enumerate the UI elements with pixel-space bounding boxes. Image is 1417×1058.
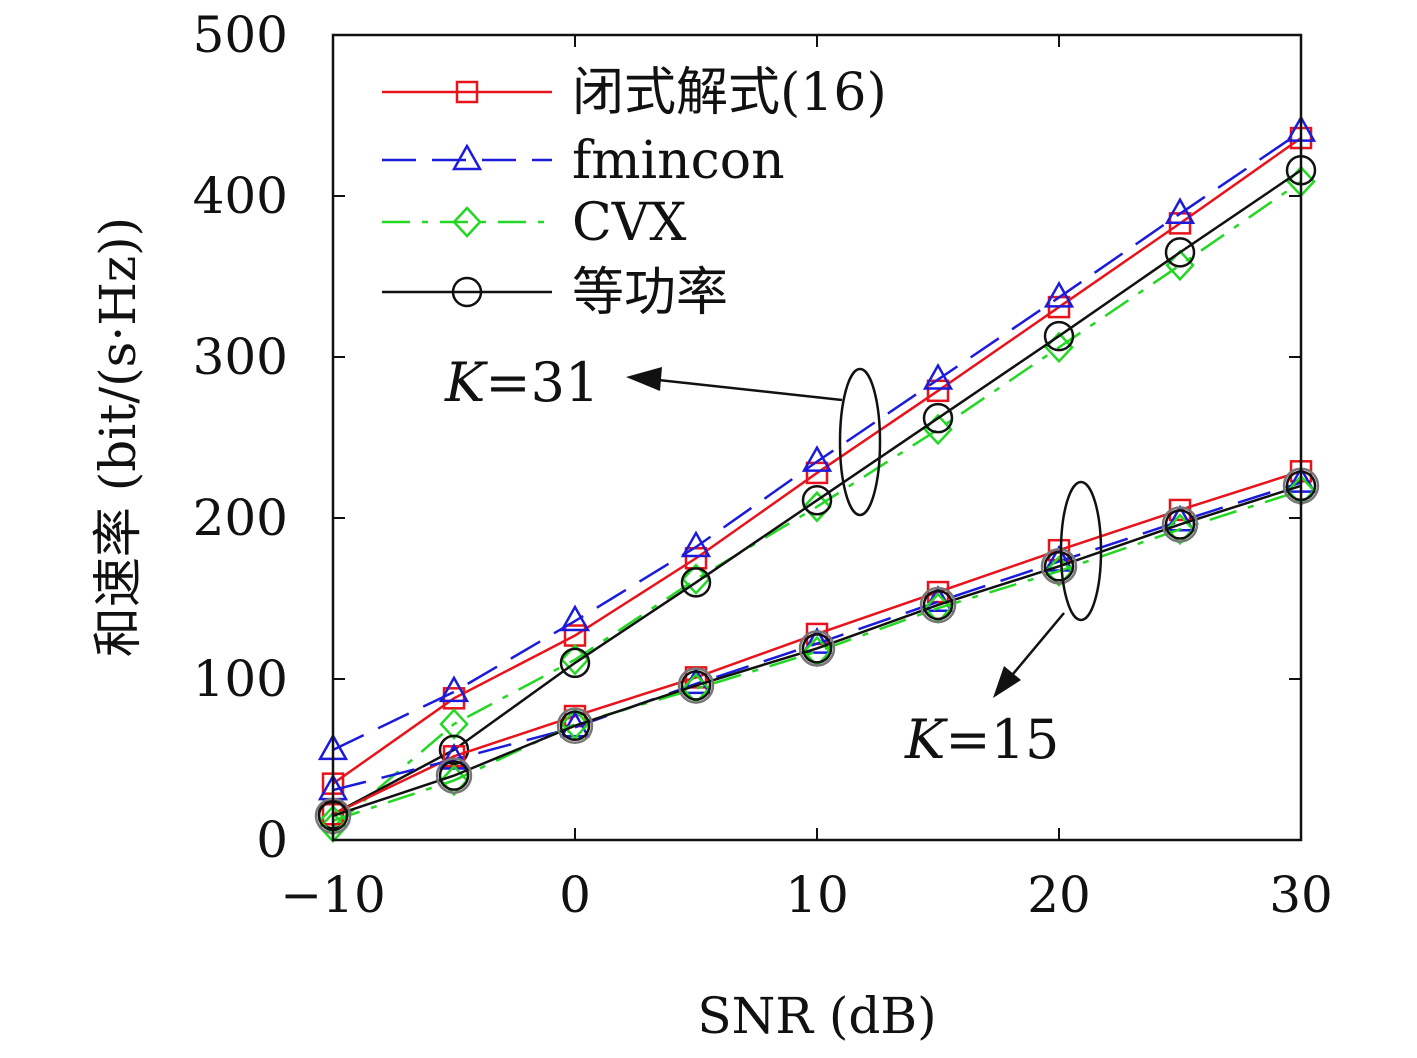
data-point [1044,555,1074,587]
data-point [438,742,470,770]
data-point [680,530,712,558]
data-point [1164,197,1196,224]
legend-marker [451,143,483,171]
data-point [560,643,590,676]
legend-item: fmincon [382,131,785,191]
data-point-halo [556,707,594,744]
data-point [1043,320,1075,352]
x-axis-label: SNR (dB) [697,987,936,1045]
data-point [922,589,954,621]
data-point [801,627,833,654]
data-point [438,675,470,703]
data-point [439,764,469,797]
data-point [922,402,954,434]
data-point [922,585,954,612]
data-point [680,670,712,701]
data-point [680,567,712,598]
series-line [332,489,1302,822]
data-point [801,633,833,664]
data-point [801,485,833,516]
legend-marker [455,80,479,104]
legend-label: 等功率 [572,263,728,323]
y-tick-label: 300 [193,328,288,386]
group-k31-label-var: K [444,351,488,414]
group-k31-label-eq: =31 [485,351,599,414]
y-tick-label: 200 [193,489,288,547]
data-point-halo [798,630,836,667]
data-point [802,490,832,523]
data-point [1164,509,1196,540]
data-point [1043,551,1075,582]
group-k15-arrow-head [993,666,1021,698]
data-point [1165,513,1195,546]
data-point [1165,249,1195,282]
series-line [332,169,1302,816]
y-tick-label: 500 [193,6,288,64]
group-k31-label: K=31 [444,351,599,414]
series-line [332,484,1302,818]
x-tick-label: 20 [1027,866,1091,924]
legend-item: CVX [382,193,686,253]
data-point [681,563,711,596]
data-point-halo [1040,548,1078,585]
group-k31-ellipse [838,367,882,517]
group-k15-label-eq: =15 [945,708,1059,771]
data-point [438,760,470,791]
x-tick-label: 10 [785,866,849,924]
series-group-0 [317,115,1317,843]
legend-item: 闭式解式(16) [382,63,887,123]
data-point-halo [1161,506,1199,543]
x-tick-label: 0 [559,866,591,924]
legend-marker [451,276,483,308]
series-layer [314,115,1320,843]
data-point [1043,280,1075,308]
group-k31-arrow-head [626,367,662,391]
series-line [332,137,1302,785]
data-point [438,734,470,766]
annotation-layer: K=31 K=15 [444,351,1103,771]
legend-marker [452,206,482,238]
plot-frame [331,33,1303,842]
series-line [332,481,1302,792]
series-line [332,180,1302,829]
series-line [332,130,1302,751]
data-point [1164,237,1196,268]
group-k15-label-var: K [904,708,948,771]
data-point-halo [677,667,715,704]
data-point [801,445,833,472]
data-point [922,362,954,390]
y-tick-label: 0 [256,811,288,869]
group-k31-arrow-line [639,376,843,402]
group-k15-ellipse [1059,480,1103,622]
legend-label: 闭式解式(16) [572,63,887,123]
legend-item: 等功率 [382,263,728,323]
legend-label: fmincon [572,131,785,191]
y-tick-label: 400 [193,167,288,225]
data-point-halo [435,757,473,794]
group-k15-label: K=15 [904,708,1059,771]
x-tick-label: −10 [280,866,386,924]
data-point [559,710,591,741]
y-axis-label: 和速率 (bit/(s·Hz)) [89,217,147,657]
data-point [439,708,469,740]
data-point-halo [919,586,957,624]
data-point [560,708,590,740]
y-tick-label: 100 [193,650,288,708]
data-point [559,647,591,679]
x-tick-label: 30 [1269,866,1333,924]
legend-label: CVX [572,193,686,253]
data-point [559,604,591,632]
